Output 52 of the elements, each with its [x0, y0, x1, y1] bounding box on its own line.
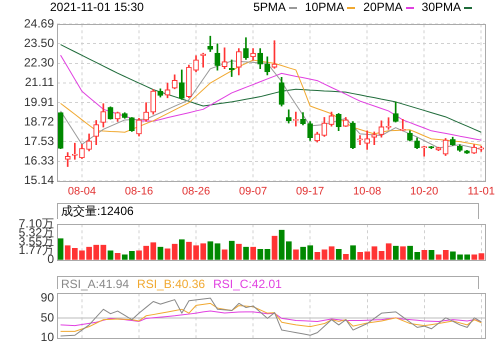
bar	[393, 246, 399, 260]
x-tick-label: 09-07	[239, 185, 268, 198]
bar	[250, 246, 256, 260]
y-tick-label: 21.11	[24, 75, 54, 90]
bar	[243, 246, 249, 260]
y-tick-label: 19.91	[24, 94, 54, 109]
text: 成交量:12406	[61, 204, 134, 218]
y-tick-label: 22.30	[24, 56, 54, 70]
y-tick-label: 18.72	[24, 114, 54, 128]
x-tick-label: 08-16	[124, 185, 154, 198]
y-tick-label: 10	[40, 330, 54, 344]
bar	[58, 238, 64, 260]
legend-label: 5PMA	[253, 0, 286, 14]
y-tick-label: 90	[40, 290, 54, 304]
bar	[228, 240, 235, 260]
bar	[428, 250, 434, 260]
series-label: RSI_B:40.36	[137, 277, 206, 291]
bar	[400, 246, 406, 260]
x-tick-label: 10-08	[353, 185, 382, 198]
x-tick-label: 11-01	[468, 185, 495, 198]
bar	[336, 248, 342, 260]
legend-label: 10PMA	[304, 0, 344, 14]
bar	[222, 249, 228, 260]
bar	[272, 236, 278, 260]
candlestick	[357, 135, 363, 146]
x-tick-label: 10-20	[410, 185, 438, 198]
y-tick-label: 24.69	[24, 16, 54, 31]
y-tick-label: 15.14	[24, 173, 54, 188]
x-tick-label: 08-04	[68, 185, 96, 198]
bar	[158, 246, 164, 260]
candlestick	[222, 47, 228, 69]
y-tick-label: 50	[40, 310, 54, 324]
legend-label: 20PMA	[363, 0, 403, 14]
bar	[343, 254, 349, 260]
bar	[179, 239, 185, 260]
bar	[114, 252, 120, 260]
bar	[293, 249, 299, 260]
legend-label: 30PMA	[422, 0, 461, 14]
y-tick-label: 0	[47, 252, 54, 266]
series-label: RSI_A:41.94	[61, 277, 130, 291]
series-label: RSI_C:42.01	[213, 277, 282, 291]
bar	[108, 250, 114, 260]
chart-title: 2021-11-01 15:30	[50, 0, 144, 14]
y-tick-label: 23.50	[24, 36, 54, 50]
candlestick	[272, 40, 278, 69]
x-tick-label: 09-17	[296, 185, 324, 198]
bar	[350, 245, 356, 260]
y-tick-label: 17.53	[24, 134, 54, 148]
x-tick-label: 08-26	[182, 185, 210, 198]
bar	[236, 244, 242, 260]
bar	[422, 250, 428, 260]
y-tick-label: 16.33	[24, 154, 54, 168]
